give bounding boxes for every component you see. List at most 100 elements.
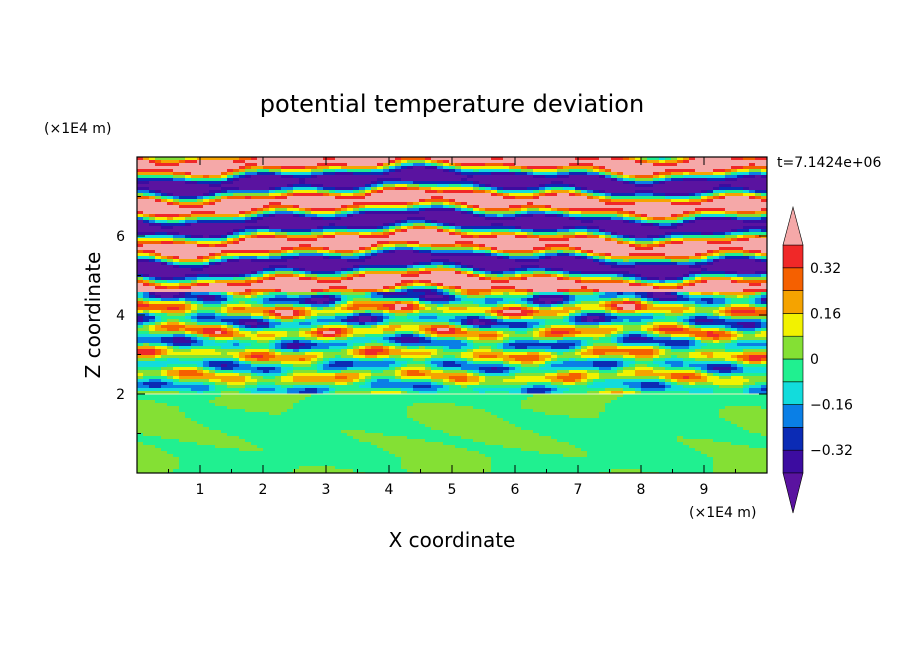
field-cell <box>287 370 294 374</box>
field-cell <box>179 466 300 470</box>
field-cell <box>749 385 762 389</box>
field-cell <box>737 238 750 242</box>
field-cell <box>443 163 450 167</box>
field-cell <box>689 160 767 164</box>
field-cell <box>161 310 186 314</box>
field-cell <box>467 337 480 341</box>
field-cell <box>485 211 516 215</box>
field-cell <box>269 250 282 254</box>
field-cell <box>161 352 168 356</box>
field-cell <box>587 172 600 176</box>
field-cell <box>209 193 216 197</box>
field-cell <box>371 187 378 191</box>
field-cell <box>443 379 450 383</box>
field-cell <box>743 325 756 329</box>
field-cell <box>713 259 720 263</box>
field-cell <box>665 235 672 239</box>
field-cell <box>431 367 444 371</box>
field-cell <box>479 355 498 359</box>
field-cell <box>257 172 276 176</box>
field-cell <box>587 373 600 377</box>
field-cell <box>461 172 492 176</box>
field-cell <box>251 235 258 239</box>
field-cell <box>293 268 300 272</box>
field-cell <box>437 316 456 320</box>
field-cell <box>275 187 282 191</box>
field-cell <box>695 193 702 197</box>
field-cell <box>443 310 486 314</box>
field-cell <box>257 292 264 296</box>
field-cell <box>359 271 366 275</box>
field-cell <box>611 391 624 395</box>
field-cell <box>623 382 642 386</box>
field-cell <box>533 361 546 365</box>
field-cell <box>683 328 690 332</box>
field-cell <box>215 193 222 197</box>
field-cell <box>221 295 228 299</box>
field-cell <box>317 166 330 170</box>
field-cell <box>173 193 204 197</box>
field-cell <box>605 316 618 320</box>
field-cell <box>659 181 666 185</box>
field-cell <box>647 160 660 164</box>
field-cell <box>251 283 396 287</box>
field-cell <box>653 193 666 197</box>
field-cell <box>617 340 624 344</box>
field-cell <box>599 337 612 341</box>
field-cell <box>497 316 504 320</box>
field-cell <box>755 157 767 161</box>
field-cell <box>257 340 270 344</box>
field-cell <box>341 307 348 311</box>
field-cell <box>407 370 420 374</box>
field-cell <box>557 232 576 236</box>
field-cell <box>725 349 744 353</box>
field-cell <box>749 196 756 200</box>
field-cell <box>383 322 390 326</box>
field-cell <box>593 259 600 263</box>
field-cell <box>431 301 450 305</box>
field-cell <box>749 229 762 233</box>
field-cell <box>617 238 624 242</box>
field-cell <box>719 187 744 191</box>
field-cell <box>293 370 318 374</box>
field-cell <box>281 166 306 170</box>
field-cell <box>143 325 150 329</box>
field-cell <box>695 316 708 320</box>
field-cell <box>299 400 522 404</box>
field-cell <box>665 181 767 185</box>
field-cell <box>449 229 456 233</box>
field-cell <box>635 214 642 218</box>
x-tick-label: 2 <box>259 482 268 498</box>
field-cell <box>215 373 240 377</box>
field-cell <box>347 322 360 326</box>
field-cell <box>245 172 258 176</box>
field-cell <box>353 349 360 353</box>
field-cell <box>455 403 522 407</box>
field-cell <box>185 325 222 329</box>
field-cell <box>635 292 648 296</box>
field-cell <box>353 202 408 206</box>
field-cell <box>425 217 486 221</box>
field-cell <box>353 193 366 197</box>
field-cell <box>557 172 570 176</box>
field-cell <box>719 253 726 257</box>
field-cell <box>269 322 282 326</box>
field-cell <box>167 328 180 332</box>
field-cell <box>425 166 438 170</box>
field-cell <box>425 160 432 164</box>
field-cell <box>215 244 228 248</box>
field-cell <box>293 307 306 311</box>
field-cell <box>257 301 264 305</box>
field-cell <box>419 346 426 350</box>
field-cell <box>599 289 744 293</box>
field-cell <box>143 376 168 380</box>
field-cell <box>473 235 480 239</box>
field-cell <box>563 454 588 458</box>
field-cell <box>539 304 552 308</box>
field-cell <box>425 301 432 305</box>
field-cell <box>299 391 318 395</box>
field-cell <box>347 277 354 281</box>
field-cell <box>179 409 246 413</box>
field-cell <box>257 277 264 281</box>
field-cell <box>491 316 498 320</box>
